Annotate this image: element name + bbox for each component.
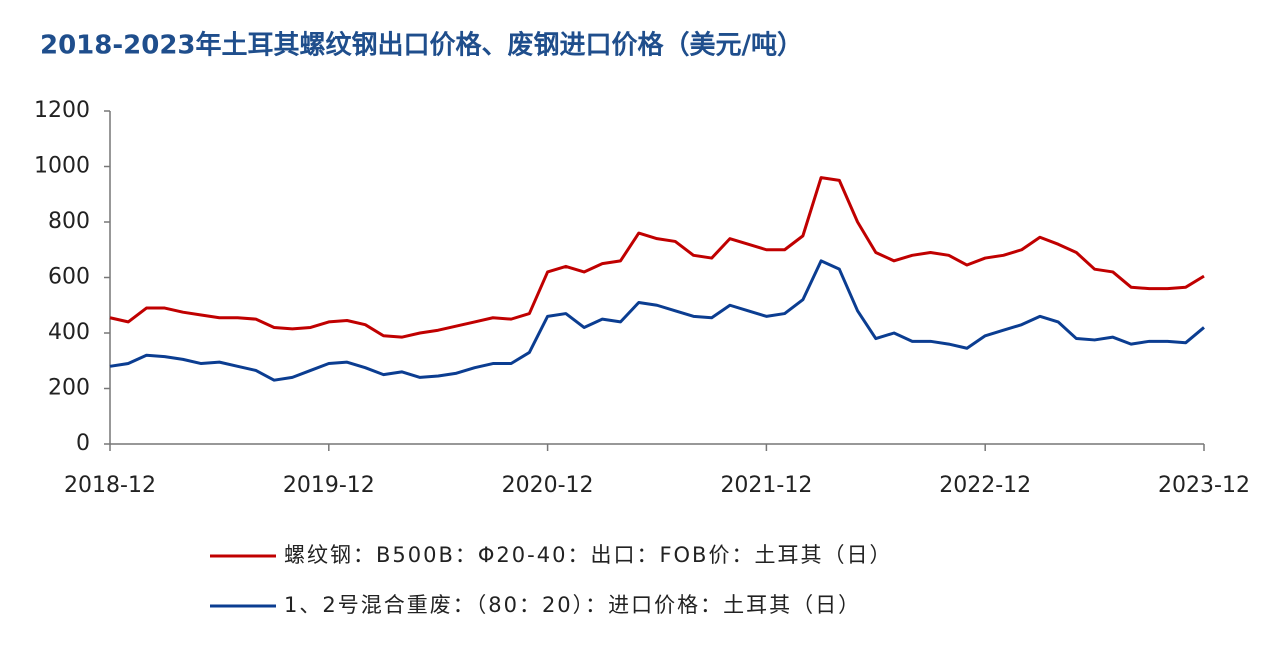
- x-tick-label: 2018-12: [64, 473, 156, 498]
- series-line: [109, 259, 1205, 382]
- chart-title: 2018-2023年土耳其螺纹钢出口价格、废钢进口价格（美元/吨）: [40, 30, 803, 61]
- y-tick-label: 1200: [34, 98, 90, 123]
- series-line: [109, 176, 1205, 339]
- y-tick-label: 200: [48, 376, 90, 401]
- x-tick-label: 2023-12: [1158, 473, 1250, 498]
- y-tick-label: 0: [76, 431, 90, 456]
- y-tick-label: 800: [48, 209, 90, 234]
- x-tick-label: 2019-12: [283, 473, 375, 498]
- x-tick-label: 2020-12: [502, 473, 594, 498]
- x-tick-label: 2022-12: [939, 473, 1031, 498]
- y-tick-label: 400: [48, 320, 90, 345]
- y-tick-label: 1000: [34, 154, 90, 179]
- x-tick-label: 2021-12: [720, 473, 812, 498]
- legend-label: 1、2号混合重废：（80：20）：进口价格：土耳其（日）: [284, 593, 861, 617]
- legend-label: 螺纹钢：B500B：Φ20-40：出口：FOB价：土耳其（日）: [284, 543, 892, 567]
- y-tick-label: 600: [48, 265, 90, 290]
